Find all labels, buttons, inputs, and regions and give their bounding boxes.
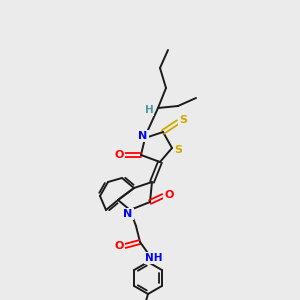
Text: S: S — [174, 145, 182, 155]
Text: O: O — [114, 241, 124, 251]
Text: O: O — [164, 190, 174, 200]
Text: S: S — [179, 115, 187, 125]
Text: N: N — [123, 209, 133, 219]
Text: H: H — [145, 105, 153, 115]
Text: O: O — [114, 150, 124, 160]
Text: NH: NH — [145, 253, 163, 263]
Text: N: N — [138, 131, 148, 141]
